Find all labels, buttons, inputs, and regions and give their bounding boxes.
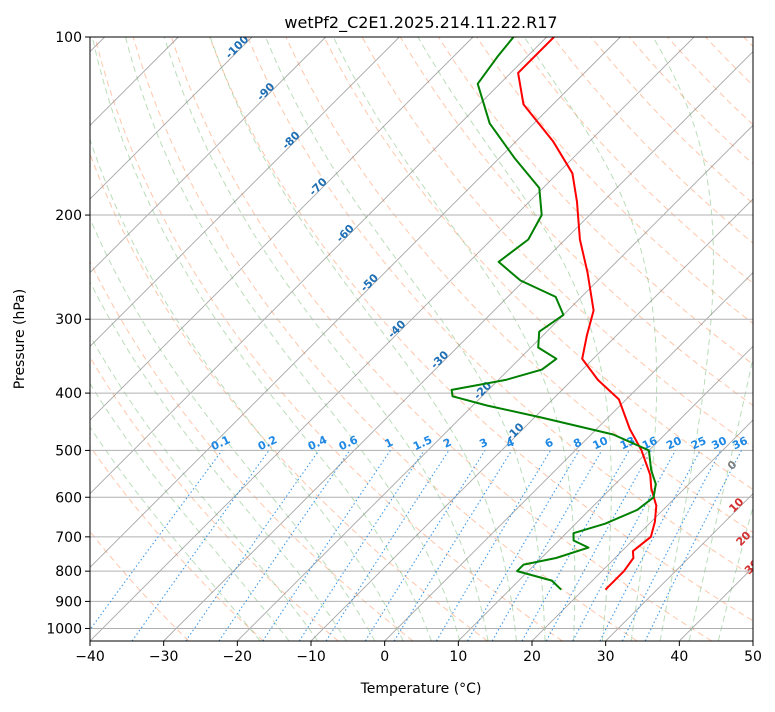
x-tick-label: 40 <box>670 649 688 665</box>
chart-title: wetPf2_C2E1.2025.214.11.22.R17 <box>284 13 557 33</box>
y-tick-label: 700 <box>55 530 82 546</box>
x-tick-label: 30 <box>597 649 615 665</box>
x-tick-label: 10 <box>449 649 467 665</box>
y-tick-label: 900 <box>55 594 82 610</box>
y-tick-label: 1000 <box>46 621 82 637</box>
y-tick-label: 100 <box>55 30 82 46</box>
x-tick-label: 0 <box>380 649 389 665</box>
y-tick-label: 300 <box>55 312 82 328</box>
x-axis-label: Temperature (°C) <box>360 681 482 697</box>
x-tick-label: −40 <box>75 649 105 665</box>
x-tick-label: −10 <box>296 649 326 665</box>
y-tick-label: 800 <box>55 564 82 580</box>
x-tick-label: 50 <box>744 649 762 665</box>
x-tick-label: 20 <box>523 649 541 665</box>
y-tick-label: 400 <box>55 386 82 402</box>
x-tick-label: −20 <box>223 649 253 665</box>
y-tick-label: 200 <box>55 208 82 224</box>
y-tick-label: 500 <box>55 443 82 459</box>
y-tick-label: 600 <box>55 490 82 506</box>
x-tick-label: −30 <box>149 649 179 665</box>
y-axis-label: Pressure (hPa) <box>12 289 28 389</box>
